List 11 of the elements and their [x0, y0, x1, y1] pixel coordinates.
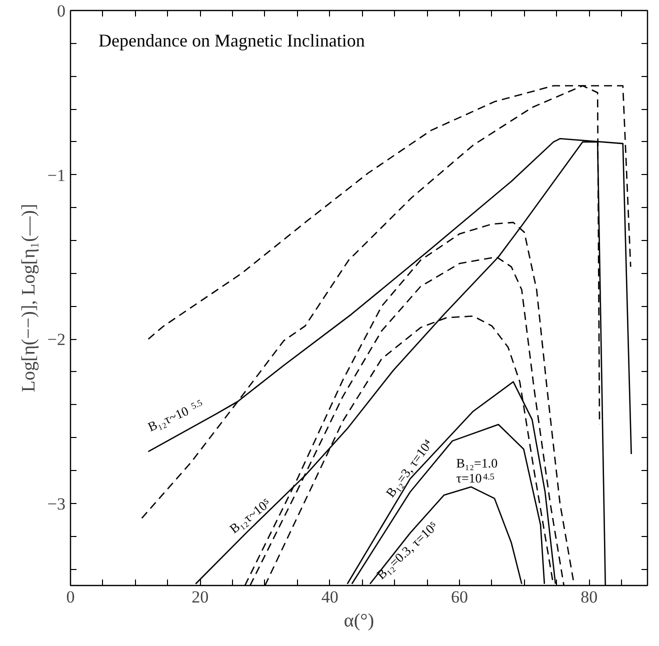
x-tick-label: 60	[450, 588, 468, 606]
y-tick-label: 0	[57, 2, 66, 20]
y-tick-label: −1	[47, 166, 66, 185]
y-tick-label: −3	[47, 494, 66, 514]
y-tick-label: −2	[47, 330, 66, 350]
x-tick-label: 20	[192, 588, 209, 606]
text: Dependance on Magnetic Inclination	[98, 30, 365, 50]
x-tick-label: 40	[321, 588, 338, 606]
x-tick-label: 80	[580, 588, 598, 606]
y-axis-title: Log[η(−−)], Log[η₁(—)]	[18, 204, 40, 392]
x-axis-title: α(°)	[344, 610, 374, 632]
